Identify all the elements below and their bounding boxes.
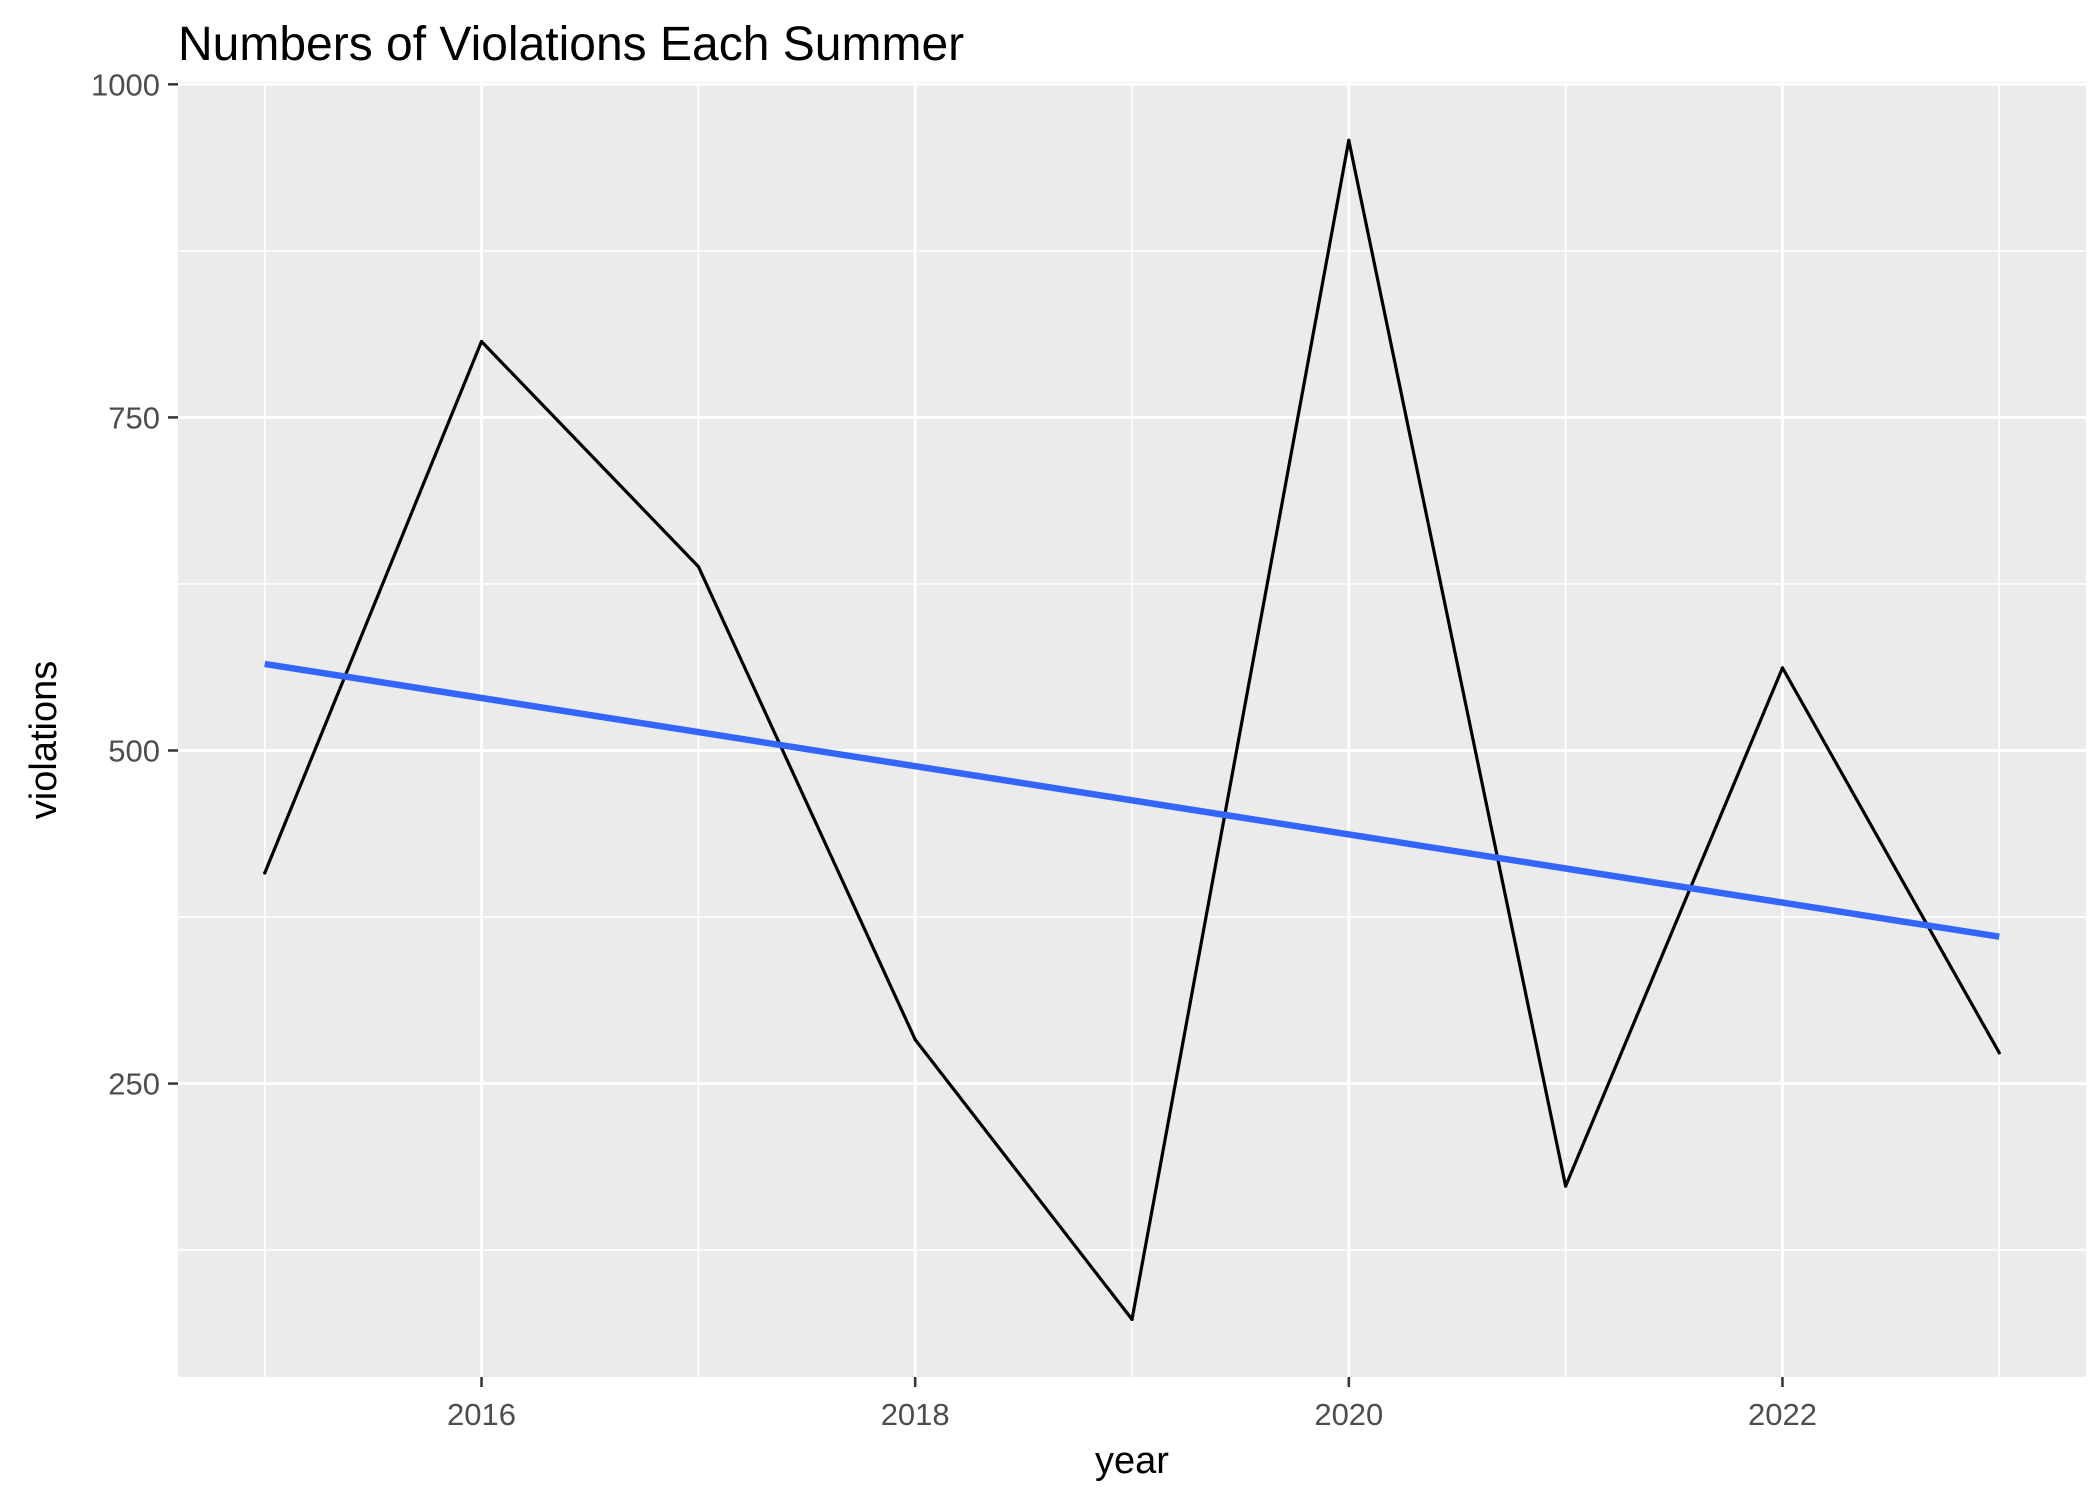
y-tick-label-750: 750 xyxy=(108,400,160,435)
axis-ticks xyxy=(168,83,1784,1387)
x-tick-labels: 2016 2018 2020 2022 xyxy=(447,1397,1817,1432)
data-point-2015 xyxy=(263,871,267,875)
data-point-2017 xyxy=(696,565,700,569)
data-point-2022 xyxy=(1780,666,1785,670)
data-point-2020 xyxy=(1347,138,1351,142)
y-tick-label-500: 500 xyxy=(108,733,160,768)
y-tick-label-1000: 1000 xyxy=(91,67,160,102)
y-tick-label-250: 250 xyxy=(108,1067,160,1102)
data-point-2016 xyxy=(479,339,484,344)
x-tick-label-2020: 2020 xyxy=(1314,1397,1383,1432)
series-layer xyxy=(263,138,2001,1322)
trend-line xyxy=(264,660,2000,940)
x-axis-title: year xyxy=(1095,1440,1169,1482)
data-point-2023 xyxy=(1997,1051,2001,1055)
y-tick-labels: 250 500 750 1000 xyxy=(91,67,160,1101)
data-point-2021 xyxy=(1564,1184,1568,1188)
data-point-2019 xyxy=(1130,1317,1134,1321)
grid-major xyxy=(178,82,2086,1377)
y-axis-title: violations xyxy=(23,661,65,819)
x-tick-label-2018: 2018 xyxy=(881,1397,950,1432)
data-point-2018 xyxy=(913,1037,917,1042)
chart-title: Numbers of Violations Each Summer xyxy=(178,18,964,71)
x-tick-label-2022: 2022 xyxy=(1748,1397,1817,1432)
x-tick-label-2016: 2016 xyxy=(447,1397,516,1432)
